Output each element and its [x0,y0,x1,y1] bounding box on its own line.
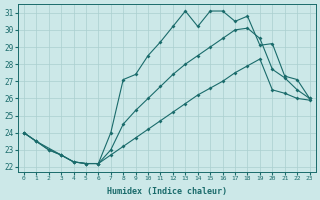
X-axis label: Humidex (Indice chaleur): Humidex (Indice chaleur) [107,187,227,196]
